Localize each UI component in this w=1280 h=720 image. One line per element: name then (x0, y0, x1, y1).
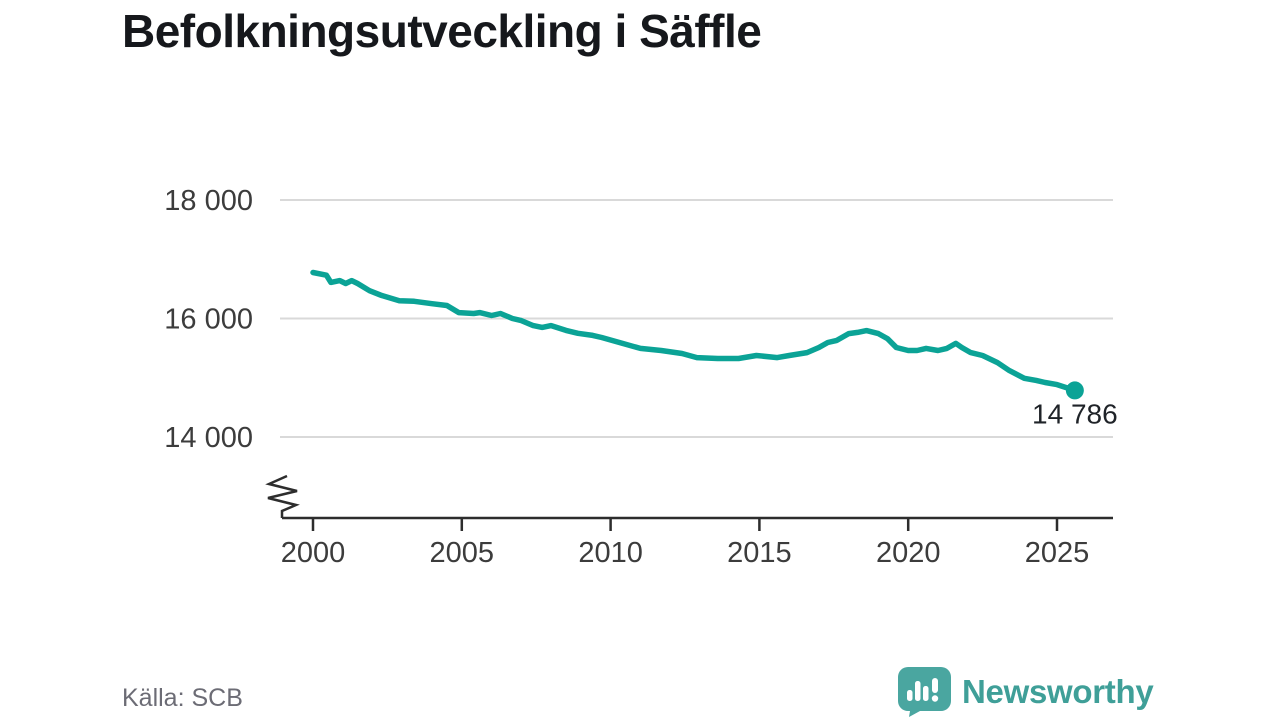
x-tick-label: 2010 (578, 537, 643, 569)
newsworthy-logo-icon (898, 667, 951, 717)
x-tick-label: 2020 (876, 537, 941, 569)
source-label: Källa: SCB (122, 684, 243, 712)
x-tick-label: 2025 (1025, 537, 1090, 569)
logo-exclamation-dot (931, 695, 939, 702)
logo-exclamation-bar (932, 678, 938, 693)
newsworthy-logo-text: Newsworthy (962, 673, 1154, 710)
logo-bar-1 (907, 690, 913, 701)
y-tick-label: 16 000 (164, 304, 253, 336)
x-tick-label: 2000 (281, 537, 346, 569)
x-tick-label: 2005 (430, 537, 495, 569)
end-point-dot (1065, 381, 1084, 400)
logo-bar-3 (923, 686, 929, 701)
end-value-label: 14 786 (1032, 398, 1118, 429)
page-title: Befolkningsutveckling i Säffle (122, 5, 762, 57)
logo-bar-2 (915, 681, 921, 701)
population-line (310, 269, 1078, 394)
newsworthy-logo: Newsworthy (896, 666, 1166, 718)
y-tick-label: 18 000 (164, 185, 253, 217)
x-tick-label: 2015 (727, 537, 792, 569)
y-tick-label: 14 000 (164, 422, 253, 454)
axis-break-icon (265, 474, 300, 518)
